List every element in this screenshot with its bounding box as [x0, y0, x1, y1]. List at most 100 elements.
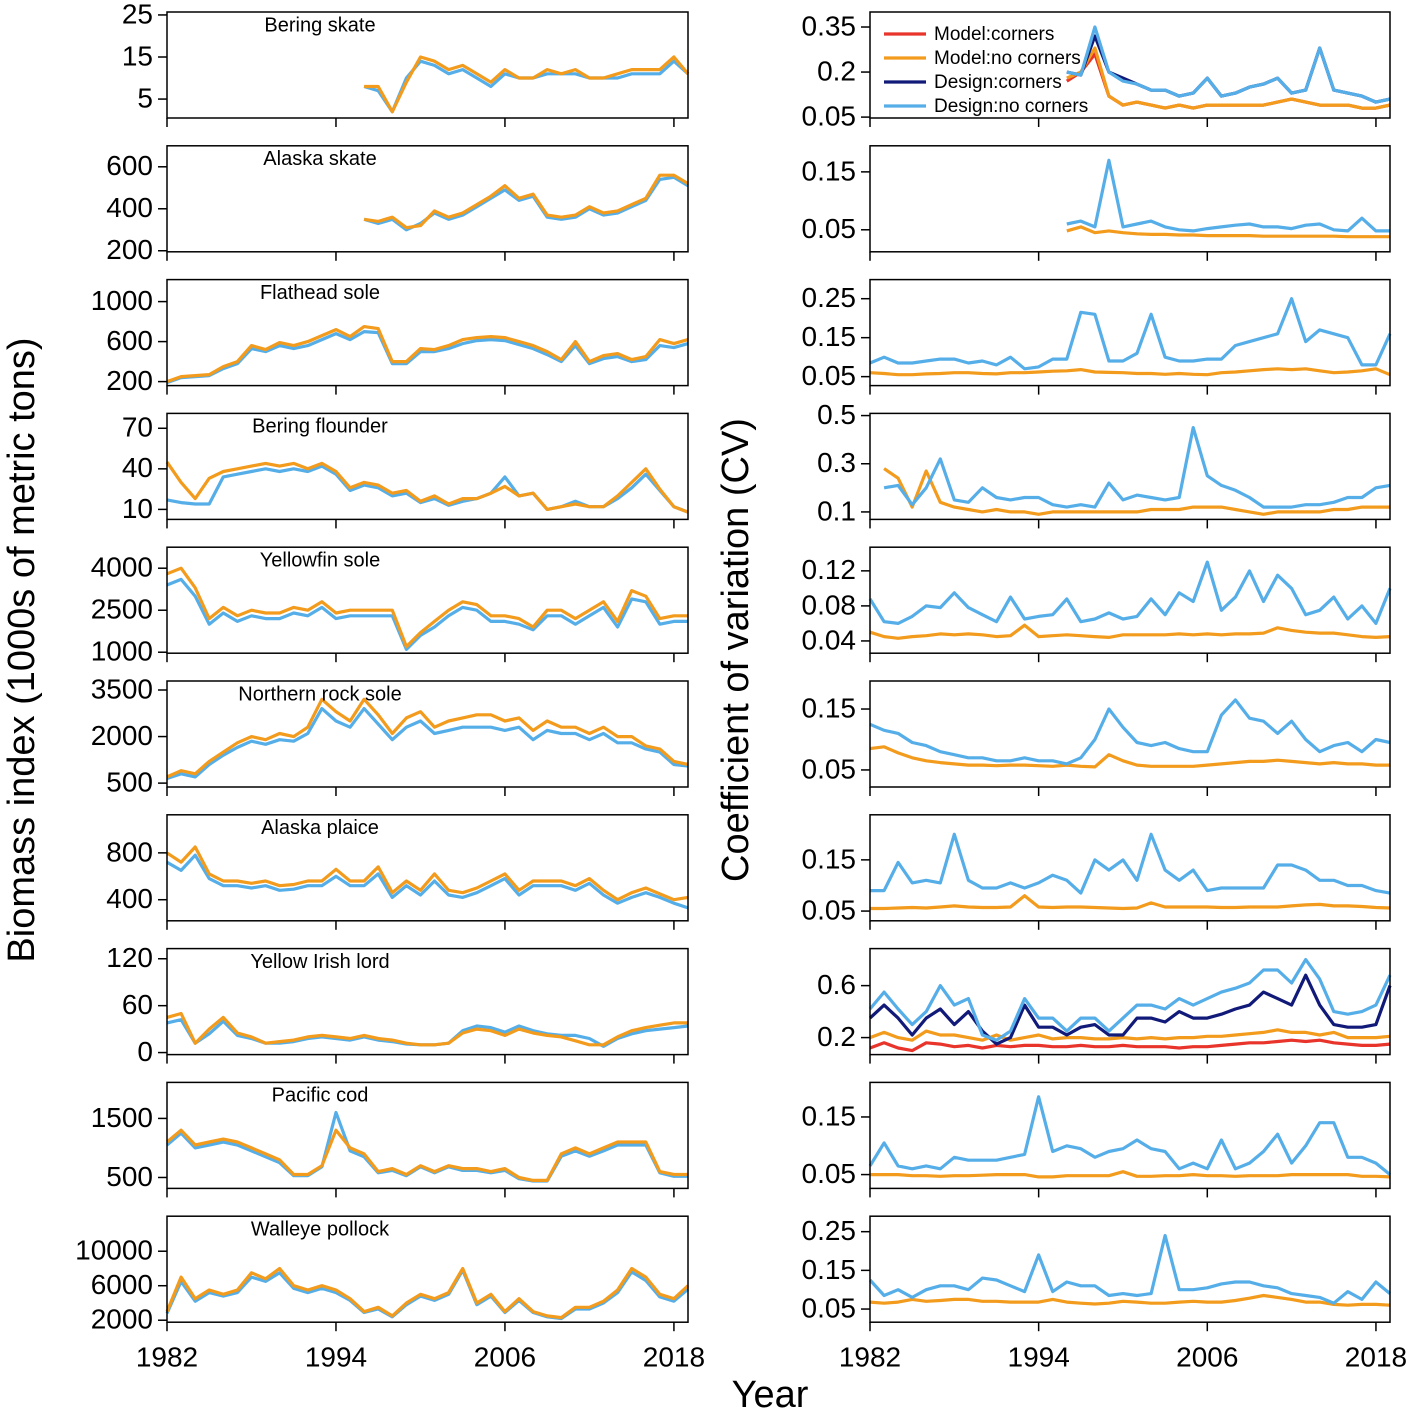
y-tick-label: 200	[106, 365, 153, 396]
series-line	[166, 707, 689, 781]
panel-title: Northern rock sole	[238, 683, 401, 705]
series-line	[868, 560, 1392, 625]
legend-label: Design:corners	[934, 72, 1062, 93]
y-tick-label: 500	[106, 767, 153, 798]
panel-title: Alaska plaice	[261, 817, 379, 839]
series-line	[166, 464, 689, 514]
x-tick-label: 1982	[136, 1342, 198, 1373]
plot-frame	[869, 814, 1391, 922]
series-line	[363, 175, 689, 232]
plot-frame	[869, 412, 1391, 521]
series-line	[869, 1028, 1391, 1042]
plot-frame	[166, 680, 689, 788]
legend-label: Model:no corners	[934, 48, 1081, 69]
plot-frame	[166, 412, 689, 521]
y-tick-label: 4000	[91, 552, 153, 583]
y-tick-label: 0.05	[802, 894, 857, 925]
series-line	[869, 367, 1391, 377]
x-tick-label: 2006	[474, 1342, 536, 1373]
series-line	[869, 1038, 1391, 1053]
series-line	[166, 325, 689, 384]
y-tick-label: 10000	[75, 1235, 153, 1266]
panel-title: Yellow Irish lord	[250, 951, 389, 973]
y-tick-label: 15	[122, 40, 153, 71]
plot-frame	[869, 546, 1391, 654]
series-line	[883, 426, 1391, 509]
series-line	[870, 832, 1391, 895]
y-axis-title: Biomass index (1000s of metric tons)	[1, 337, 43, 962]
plot-frame	[869, 947, 1391, 1056]
series-line	[363, 173, 689, 230]
plot-frame	[166, 145, 689, 253]
series-line	[165, 1268, 690, 1321]
y-axis-title: Coefficient of variation (CV)	[715, 418, 757, 882]
y-tick-label: 0.2	[817, 55, 856, 86]
series-line	[883, 467, 1390, 516]
plot-frame	[166, 546, 689, 654]
y-tick-label: 0.15	[802, 843, 857, 874]
panel-title: Flathead sole	[260, 282, 380, 304]
series-line	[870, 894, 1391, 911]
series-line	[1066, 225, 1390, 239]
panel-title: Walleye pollock	[251, 1218, 390, 1240]
series-line	[868, 1095, 1392, 1176]
plot-frame	[869, 680, 1391, 788]
series-line	[868, 1233, 1392, 1305]
y-tick-label: 800	[106, 836, 153, 867]
y-tick-label: 120	[106, 942, 153, 973]
panel-title: Bering skate	[264, 14, 375, 36]
y-tick-label: 25	[122, 0, 153, 29]
series-line	[869, 623, 1391, 640]
plot-frame	[166, 947, 689, 1056]
series-line	[166, 853, 689, 910]
plot-frame	[166, 278, 689, 387]
series-line	[166, 330, 689, 385]
y-tick-label: 400	[106, 883, 153, 914]
plot-frame	[166, 1081, 689, 1190]
y-tick-label: 6000	[91, 1269, 153, 1300]
series-line	[166, 1011, 688, 1047]
series-line	[166, 845, 689, 902]
series-line	[166, 577, 688, 651]
y-tick-label: 2000	[91, 1304, 153, 1335]
y-tick-label: 60	[122, 989, 153, 1020]
legend-label: Model:corners	[934, 24, 1054, 45]
y-tick-label: 0.25	[802, 282, 857, 313]
series-line	[868, 973, 1392, 1046]
y-tick-label: 1000	[91, 285, 153, 316]
series-line	[166, 566, 688, 649]
plot-frame	[869, 278, 1391, 387]
y-tick-label: 40	[122, 452, 153, 483]
y-tick-label: 0.15	[802, 692, 857, 723]
plot-frame	[869, 11, 1391, 119]
y-tick-label: 0.05	[802, 1292, 857, 1323]
series-line	[869, 698, 1391, 766]
series-line	[165, 1128, 688, 1182]
y-tick-label: 0.05	[802, 753, 857, 784]
series-line	[165, 461, 689, 514]
series-line	[869, 1293, 1391, 1307]
plot-frame	[869, 1215, 1391, 1323]
y-tick-label: 0.04	[802, 624, 857, 655]
series-line	[1066, 46, 1391, 110]
panel-title: Bering flounder	[252, 416, 388, 438]
y-tick-label: 0.3	[817, 447, 856, 478]
x-tick-label: 1994	[305, 1342, 367, 1373]
y-tick-label: 0.1	[817, 495, 856, 526]
y-tick-label: 600	[106, 325, 153, 356]
y-tick-label: 2500	[91, 594, 153, 625]
x-tick-label: 2018	[643, 1342, 705, 1373]
plot-frame	[166, 11, 689, 119]
x-tick-label: 2006	[1176, 1342, 1238, 1373]
x-tick-label: 1982	[839, 1342, 901, 1373]
x-tick-label: 2018	[1345, 1342, 1407, 1373]
y-tick-label: 0.35	[802, 10, 857, 41]
y-tick-label: 0.15	[802, 1100, 857, 1131]
plot-frame	[869, 145, 1391, 253]
y-tick-label: 0.5	[817, 399, 856, 430]
y-tick-label: 1500	[91, 1102, 153, 1133]
y-tick-label: 500	[106, 1161, 153, 1192]
series-line	[1066, 158, 1390, 233]
y-tick-label: 0.2	[817, 1021, 856, 1052]
y-tick-label: 5	[137, 82, 153, 113]
